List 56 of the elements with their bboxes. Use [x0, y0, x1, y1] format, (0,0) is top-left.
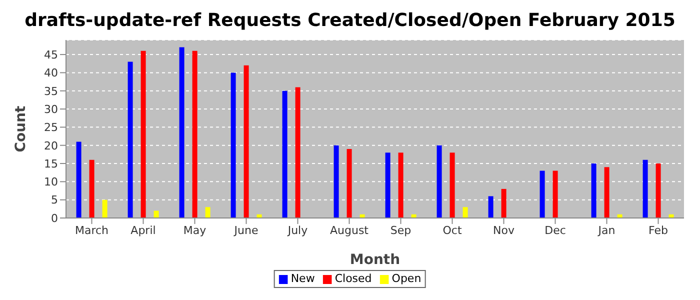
bar — [552, 170, 558, 218]
x-tick-label: Sep — [390, 224, 412, 237]
y-tick-label: 35 — [44, 84, 58, 98]
y-tick-label: 45 — [44, 48, 58, 62]
bar — [282, 90, 288, 218]
x-tick-label: Oct — [442, 224, 462, 237]
y-tick-label: 30 — [44, 102, 58, 116]
bar — [128, 62, 133, 218]
bar — [102, 200, 108, 218]
bar — [154, 210, 159, 218]
x-tick-label: July — [286, 224, 308, 237]
x-tick-label: Jan — [597, 224, 616, 237]
bar — [540, 170, 545, 218]
legend-label: Closed — [334, 271, 372, 287]
y-tick-label: 40 — [44, 66, 58, 80]
bar — [398, 152, 404, 218]
bar — [205, 207, 210, 218]
bar — [295, 87, 300, 218]
bar — [192, 50, 198, 218]
y-tick-label: 25 — [44, 121, 58, 134]
legend-label: Open — [390, 271, 422, 287]
bar — [385, 152, 390, 218]
y-tick-label: 20 — [44, 139, 58, 152]
x-tick-label: May — [183, 224, 207, 237]
x-tick-label: Feb — [648, 224, 668, 237]
x-tick-label: August — [330, 224, 370, 237]
x-tick-label: Dec — [544, 224, 566, 237]
bar — [89, 160, 94, 218]
y-tick-label: 5 — [51, 194, 58, 207]
y-tick-label: 15 — [44, 157, 58, 170]
bar — [346, 148, 352, 218]
bar — [230, 72, 236, 218]
bar — [450, 152, 455, 218]
bar — [179, 47, 184, 218]
bar — [488, 196, 494, 218]
bar — [334, 145, 339, 218]
y-axis-title: Count — [12, 105, 29, 152]
y-tick-label: 10 — [44, 176, 58, 189]
x-axis-title: Month — [350, 252, 400, 268]
bar — [656, 164, 661, 218]
bar — [462, 207, 468, 218]
x-tick-label: March — [74, 224, 109, 237]
legend-label: New — [290, 271, 315, 287]
x-tick-label: April — [130, 224, 156, 237]
x-tick-label: June — [233, 224, 258, 237]
bar — [604, 167, 610, 218]
bar — [591, 164, 596, 218]
y-tick-label: 0 — [51, 212, 58, 225]
bar — [642, 160, 648, 218]
bar — [501, 188, 506, 218]
bar — [436, 145, 442, 218]
chart-title: drafts-update-ref Requests Created/Closed/Open February 2015 — [24, 9, 676, 33]
bar — [76, 142, 82, 218]
x-tick-label: Nov — [493, 224, 515, 237]
bar — [140, 50, 146, 218]
bar — [244, 65, 249, 218]
